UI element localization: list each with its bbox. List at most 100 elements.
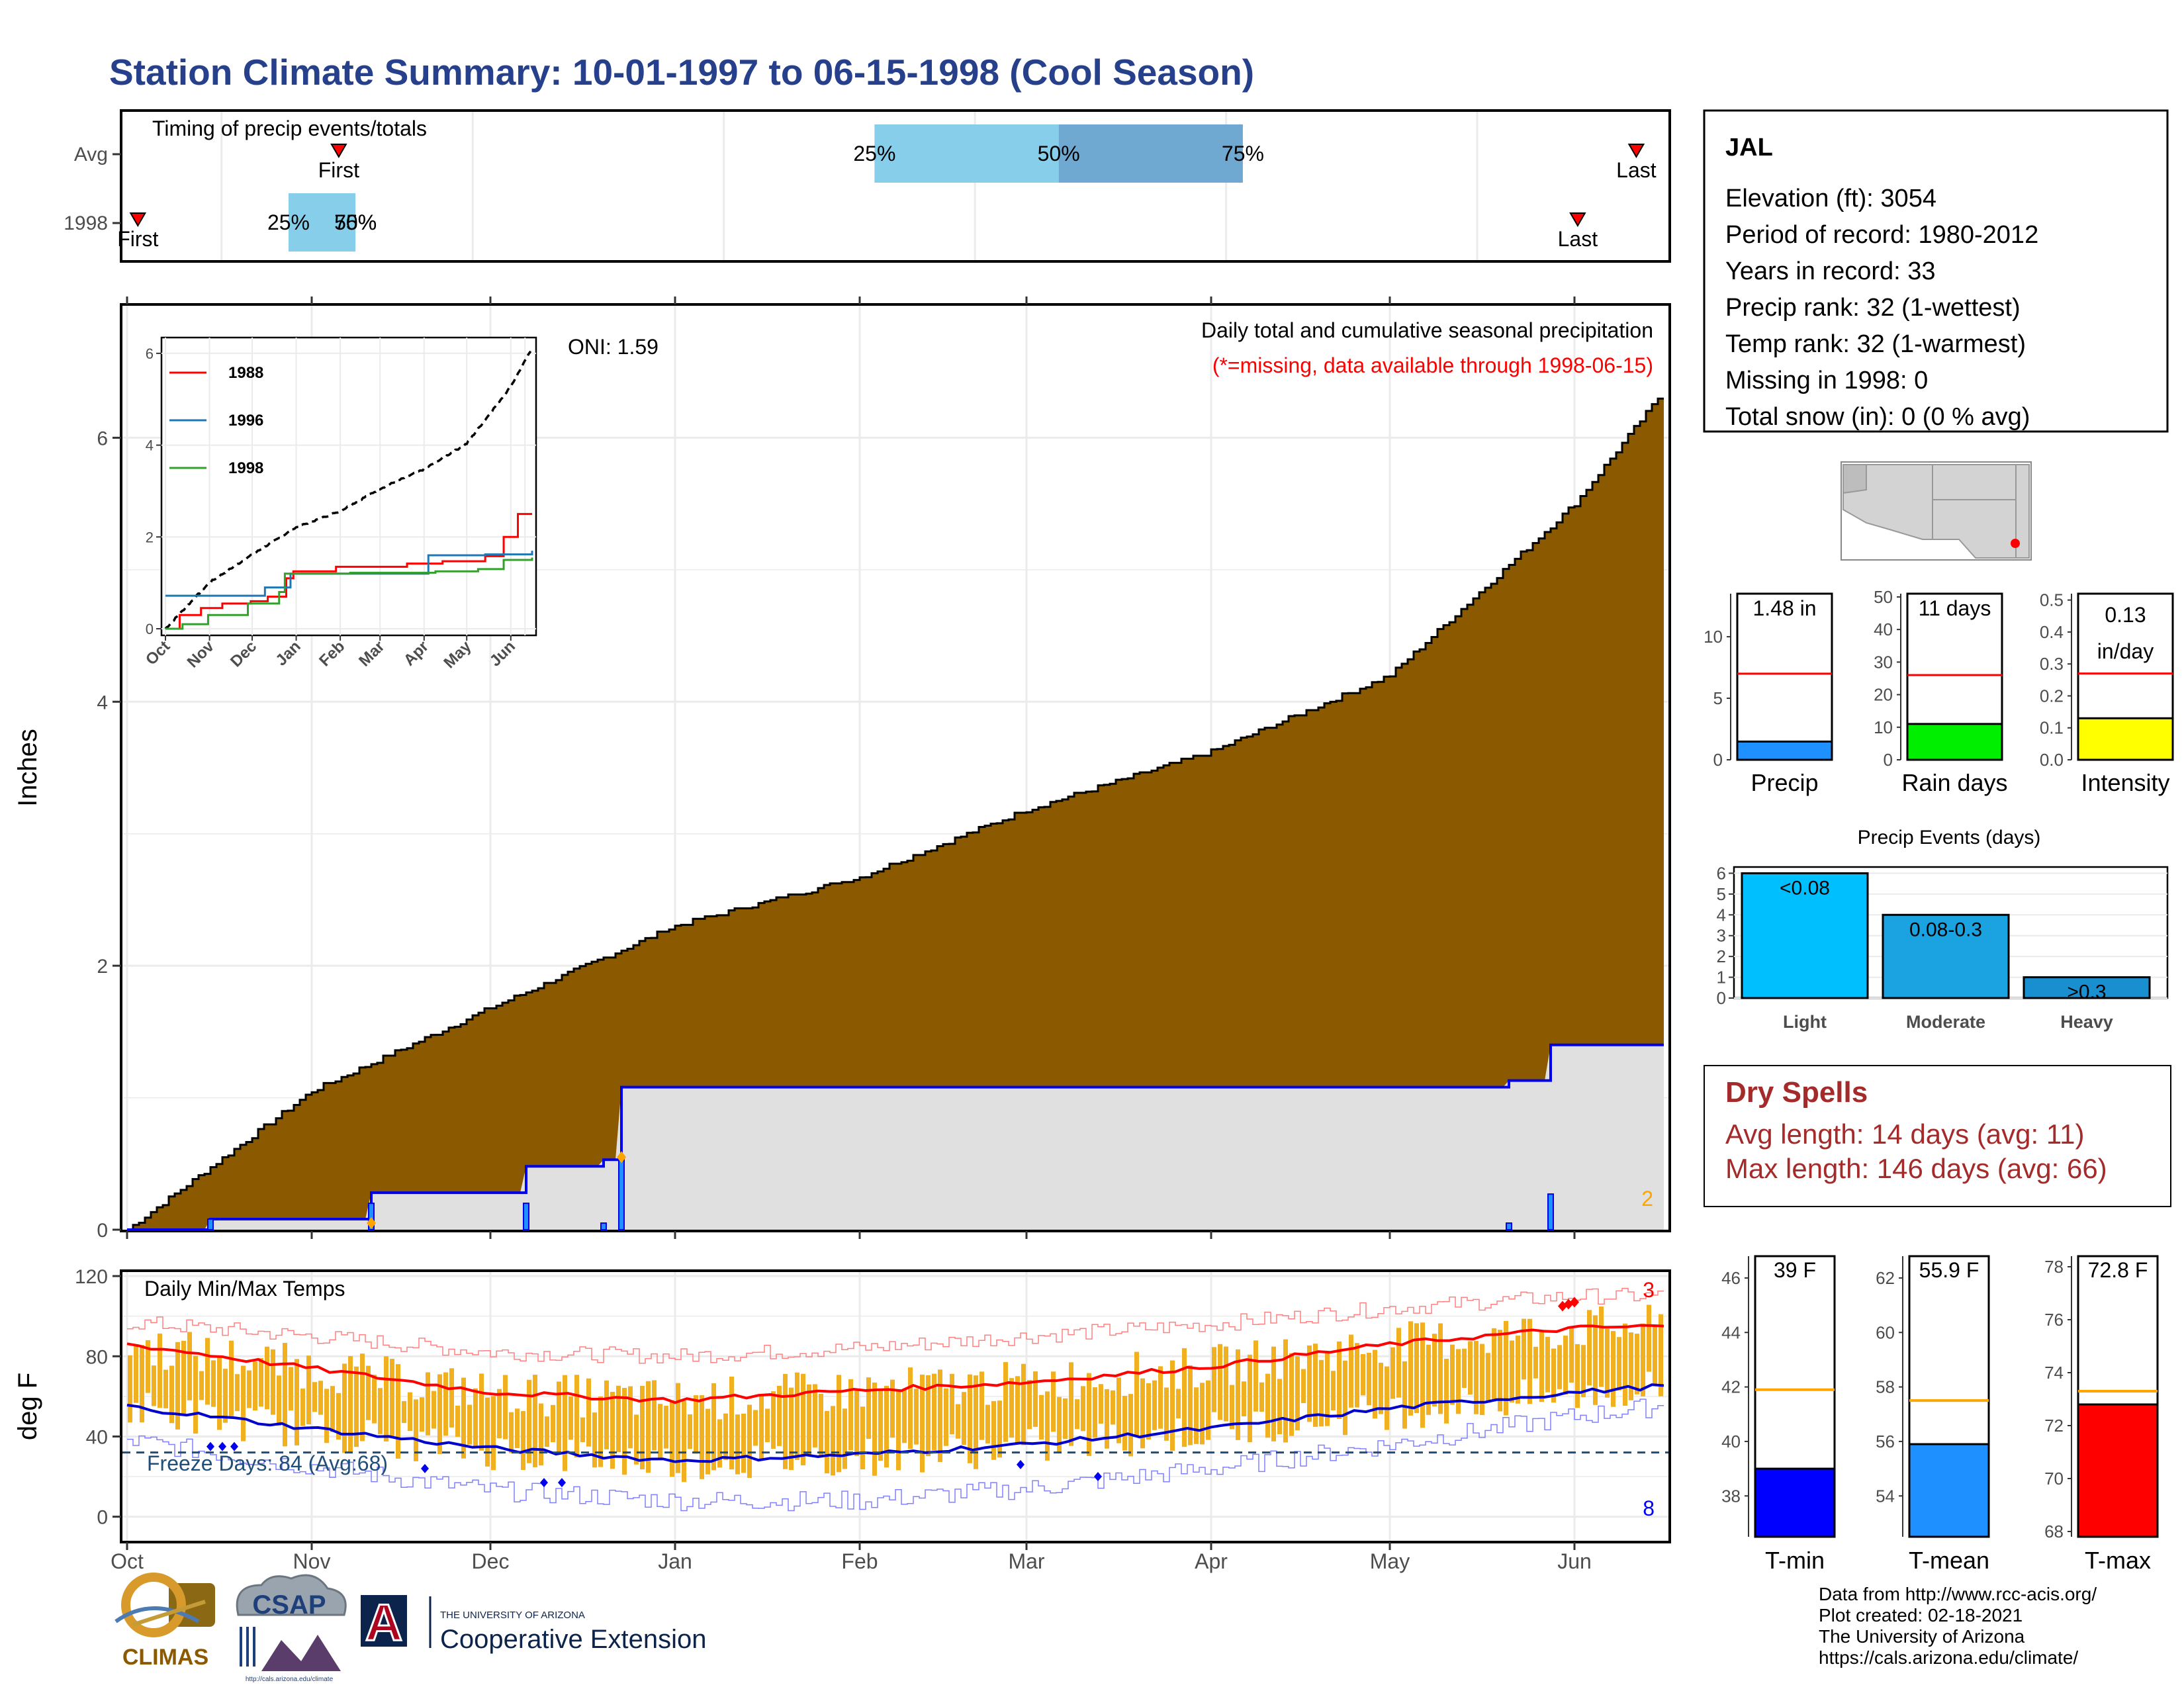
temps-daily-bar bbox=[598, 1396, 603, 1467]
mini-bar-ytick-label: 40 bbox=[1874, 619, 1893, 639]
temps-daily-bar bbox=[1087, 1373, 1091, 1456]
oni-label: ONI: 1.59 bbox=[568, 335, 659, 359]
temps-daily-bar bbox=[1605, 1328, 1610, 1398]
inset-legend-label: 1996 bbox=[228, 412, 263, 430]
precip-events-bar-label: >0.3 bbox=[2067, 982, 2106, 1003]
temps-daily-bar bbox=[324, 1389, 329, 1443]
temp-bar-ytick-label: 68 bbox=[2044, 1522, 2064, 1541]
temps-daily-bar bbox=[1212, 1347, 1216, 1412]
temps-daily-bar bbox=[432, 1391, 436, 1429]
temps-record-low-marker bbox=[218, 1441, 226, 1451]
temps-daily-bar bbox=[878, 1390, 883, 1461]
temps-daily-bar bbox=[509, 1412, 514, 1453]
temps-daily-bar bbox=[193, 1355, 198, 1434]
temps-daily-bar bbox=[1468, 1341, 1473, 1395]
temps-daily-bar bbox=[396, 1364, 400, 1459]
temps-daily-bar bbox=[1045, 1391, 1050, 1461]
temps-daily-bar bbox=[1611, 1331, 1615, 1407]
precip-ytick-label: 4 bbox=[97, 692, 108, 713]
temps-daily-bar bbox=[1355, 1343, 1359, 1408]
temps-daily-bar bbox=[515, 1408, 520, 1449]
temps-daily-bar bbox=[265, 1346, 269, 1410]
timing-q25-label: 25% bbox=[267, 210, 310, 234]
temps-daily-bar bbox=[1265, 1373, 1270, 1438]
dry-spells-max: Max length: 146 days (avg: 66) bbox=[1725, 1153, 2107, 1184]
temps-daily-bar bbox=[813, 1384, 817, 1448]
station-info-line: Temp rank: 32 (1-warmest) bbox=[1725, 330, 2026, 358]
mini-bar-ytick-label: 0 bbox=[1713, 750, 1723, 770]
mini-bar-value-label: 11 days bbox=[1919, 596, 1991, 620]
temps-daily-bar bbox=[723, 1413, 728, 1461]
precip-avg-cumulative-area bbox=[127, 398, 1664, 1230]
temps-daily-bar bbox=[1319, 1359, 1324, 1427]
temps-daily-bar bbox=[1313, 1344, 1318, 1427]
temps-daily-bar bbox=[962, 1392, 966, 1445]
timing-q50-label: 50% bbox=[1038, 142, 1080, 165]
inset-ytick-label: 6 bbox=[146, 345, 154, 362]
temps-xtick-label: Jun bbox=[1557, 1549, 1592, 1573]
temps-daily-bar bbox=[1426, 1344, 1431, 1415]
page-title: Station Climate Summary: 10-01-1997 to 0… bbox=[109, 52, 1254, 93]
temps-daily-bar bbox=[241, 1365, 246, 1441]
temps-daily-bar bbox=[783, 1373, 788, 1469]
mini-bar-ytick-label: 10 bbox=[1704, 627, 1723, 647]
temps-daily-bar bbox=[1617, 1337, 1621, 1391]
precip-daily-bar bbox=[1506, 1222, 1512, 1230]
temps-daily-bar bbox=[616, 1385, 621, 1453]
temps-daily-bar bbox=[908, 1367, 913, 1449]
temps-daily-bar bbox=[1116, 1377, 1121, 1443]
station-info-line: Total snow (in): 0 (0 % avg) bbox=[1725, 403, 2030, 431]
temps-daily-bar bbox=[318, 1381, 323, 1415]
temps-daily-bar bbox=[920, 1374, 925, 1473]
temps-daily-bar bbox=[384, 1356, 388, 1441]
temps-daily-bar bbox=[247, 1370, 251, 1408]
temps-daily-bar bbox=[1146, 1383, 1151, 1440]
temps-daily-bar bbox=[289, 1367, 293, 1411]
temp-bar-ytick-label: 38 bbox=[1721, 1486, 1741, 1506]
temps-daily-bar bbox=[390, 1359, 394, 1436]
temps-daily-bar bbox=[819, 1393, 823, 1458]
temps-daily-bar bbox=[1099, 1384, 1103, 1424]
temps-daily-bar bbox=[604, 1380, 609, 1449]
inset-legend-label: 1998 bbox=[228, 459, 263, 477]
temps-daily-bar bbox=[545, 1416, 549, 1447]
ua-letter-logo: A bbox=[365, 1593, 402, 1651]
temps-daily-bar bbox=[1432, 1334, 1437, 1407]
temps-daily-bar bbox=[1504, 1320, 1508, 1416]
temps-daily-bar bbox=[1021, 1363, 1026, 1445]
temps-daily-bar bbox=[1033, 1371, 1038, 1427]
csap-wordmark: CSAP bbox=[252, 1590, 326, 1620]
temps-daily-bar bbox=[1361, 1354, 1365, 1396]
temps-daily-bar bbox=[1134, 1351, 1139, 1437]
mini-bar-value bbox=[1736, 740, 1833, 761]
temps-daily-bar bbox=[1581, 1345, 1586, 1397]
temps-daily-bar bbox=[521, 1411, 525, 1471]
temp-bar-ytick-label: 60 bbox=[1876, 1322, 1895, 1342]
mini-bar-ytick-label: 0 bbox=[1884, 750, 1893, 770]
temps-daily-bar bbox=[569, 1396, 573, 1440]
temp-bar-ytick-label: 70 bbox=[2044, 1469, 2064, 1488]
temps-daily-bar bbox=[1230, 1385, 1234, 1430]
temps-daily-bar bbox=[342, 1363, 347, 1453]
temps-xtick-label: Nov bbox=[293, 1549, 331, 1573]
temps-daily-bar bbox=[563, 1375, 567, 1471]
temps-daily-bar bbox=[1063, 1398, 1068, 1440]
mini-bar-value bbox=[1906, 723, 2003, 761]
climas-logo: CLIMAS bbox=[114, 1573, 215, 1670]
temps-daily-bar bbox=[574, 1375, 579, 1458]
temps-daily-bar bbox=[181, 1340, 186, 1416]
temps-daily-bar bbox=[1128, 1394, 1133, 1457]
temps-record-low-marker bbox=[206, 1441, 214, 1451]
temps-title: Daily Min/Max Temps bbox=[144, 1277, 345, 1301]
temps-daily-bar bbox=[217, 1357, 222, 1430]
temps-daily-bar bbox=[974, 1375, 978, 1469]
precip-events-ytick-label: 4 bbox=[1717, 905, 1726, 925]
temps-daily-bar bbox=[366, 1365, 371, 1420]
temps-daily-bar bbox=[348, 1355, 353, 1453]
temps-daily-bar bbox=[902, 1389, 907, 1443]
temp-bar-ytick-label: 74 bbox=[2044, 1363, 2064, 1383]
precip-snow-marker bbox=[367, 1217, 376, 1230]
credit-line: https://cals.arizona.edu/climate/ bbox=[1819, 1647, 2078, 1668]
precip-events-bar bbox=[1882, 913, 2010, 999]
